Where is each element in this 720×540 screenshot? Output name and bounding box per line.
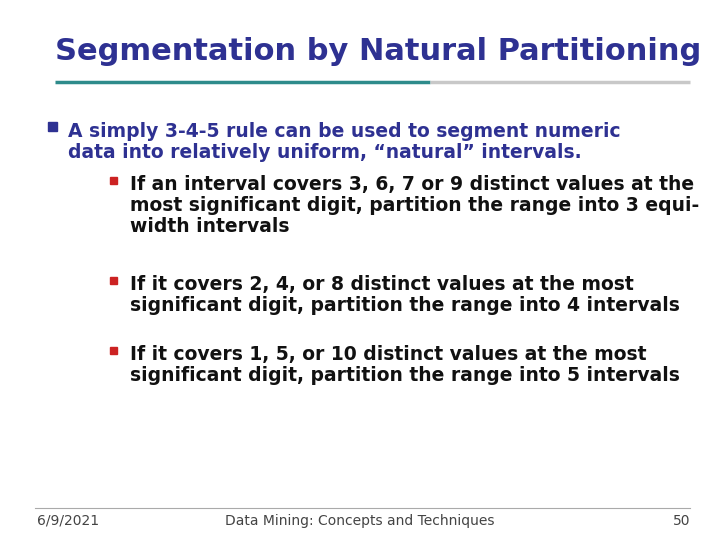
Text: significant digit, partition the range into 5 intervals: significant digit, partition the range i… — [130, 366, 680, 385]
Bar — [110, 347, 117, 354]
Text: Segmentation by Natural Partitioning: Segmentation by Natural Partitioning — [55, 37, 701, 66]
Text: If it covers 1, 5, or 10 distinct values at the most: If it covers 1, 5, or 10 distinct values… — [130, 345, 647, 364]
Text: significant digit, partition the range into 4 intervals: significant digit, partition the range i… — [130, 296, 680, 315]
Text: width intervals: width intervals — [130, 217, 289, 236]
Text: 50: 50 — [672, 514, 690, 528]
Text: 6/9/2021: 6/9/2021 — [37, 514, 99, 528]
Bar — [110, 277, 117, 284]
Text: A simply 3-4-5 rule can be used to segment numeric: A simply 3-4-5 rule can be used to segme… — [68, 122, 621, 141]
Bar — [48, 122, 57, 131]
Text: data into relatively uniform, “natural” intervals.: data into relatively uniform, “natural” … — [68, 143, 582, 162]
Text: Data Mining: Concepts and Techniques: Data Mining: Concepts and Techniques — [225, 514, 495, 528]
Bar — [110, 177, 117, 184]
Text: If an interval covers 3, 6, 7 or 9 distinct values at the: If an interval covers 3, 6, 7 or 9 disti… — [130, 175, 694, 194]
Text: most significant digit, partition the range into 3 equi-: most significant digit, partition the ra… — [130, 196, 699, 215]
Text: If it covers 2, 4, or 8 distinct values at the most: If it covers 2, 4, or 8 distinct values … — [130, 275, 634, 294]
